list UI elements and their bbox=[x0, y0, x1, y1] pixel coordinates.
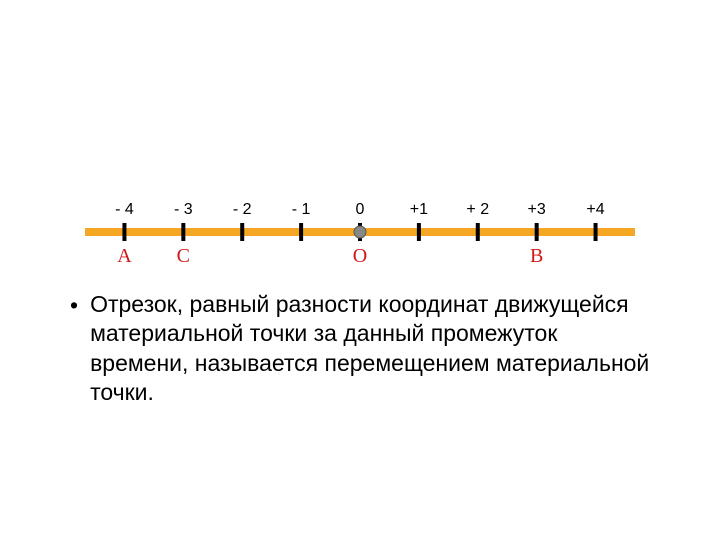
number-line: - 4 - 3 - 2 - 1 0 +1 + 2 +3 +4 A C O B bbox=[85, 190, 635, 270]
svg-text:- 3: - 3 bbox=[174, 201, 193, 218]
svg-text:B: B bbox=[530, 245, 543, 267]
svg-text:- 1: - 1 bbox=[292, 201, 311, 218]
slide-root: - 4 - 3 - 2 - 1 0 +1 + 2 +3 +4 A C O B • Отрезок, ра… bbox=[0, 0, 720, 540]
svg-text:O: O bbox=[353, 245, 367, 267]
svg-text:- 4: - 4 bbox=[115, 201, 134, 218]
bullet-item: • Отрезок, равный разности координат дви… bbox=[70, 290, 650, 408]
number-line-svg: - 4 - 3 - 2 - 1 0 +1 + 2 +3 +4 A C O B bbox=[85, 190, 635, 270]
bullet-char: • bbox=[70, 292, 78, 408]
svg-text:+1: +1 bbox=[410, 201, 428, 218]
svg-text:+ 2: + 2 bbox=[466, 201, 489, 218]
body-text-block: • Отрезок, равный разности координат дви… bbox=[70, 290, 650, 408]
svg-text:- 2: - 2 bbox=[233, 201, 252, 218]
svg-text:C: C bbox=[177, 245, 190, 267]
svg-text:0: 0 bbox=[356, 201, 365, 218]
svg-text:+4: +4 bbox=[586, 201, 604, 218]
svg-text:A: A bbox=[117, 245, 132, 267]
definition-text: Отрезок, равный разности координат движу… bbox=[90, 290, 650, 408]
svg-text:+3: +3 bbox=[528, 201, 546, 218]
